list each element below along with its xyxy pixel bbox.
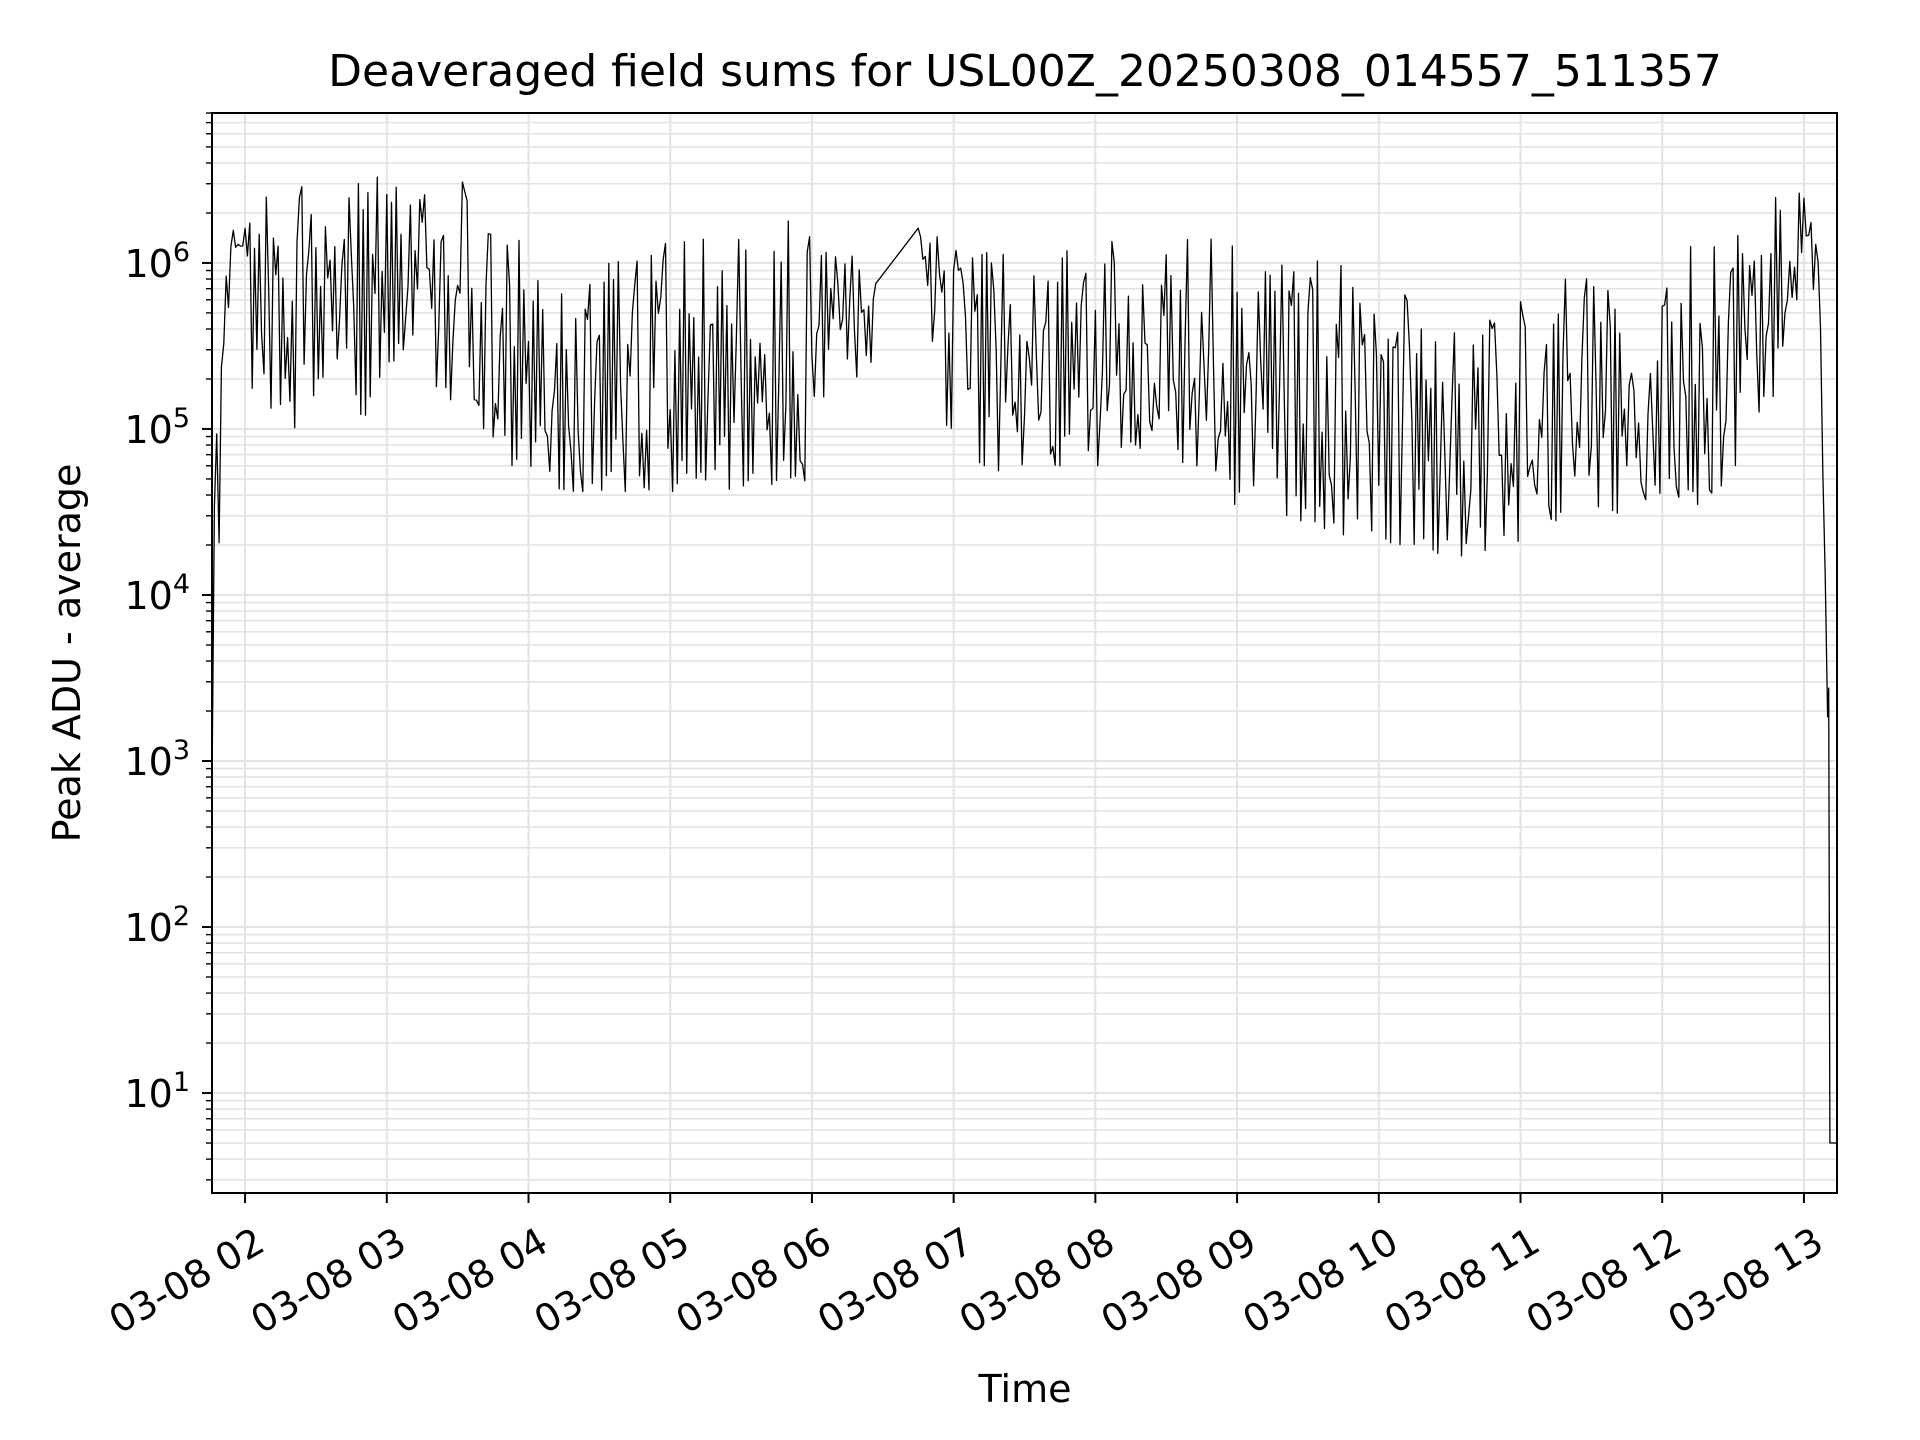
- y-tick-label: 103: [124, 735, 190, 784]
- data-layer: [211, 176, 1837, 1144]
- y-tick-label: 105: [124, 403, 190, 452]
- plot-frame: [211, 112, 1838, 1194]
- series-line: [211, 176, 1837, 1144]
- y-axis-label: Peak ADU - average: [45, 464, 89, 843]
- grid-layer: [212, 112, 1837, 1193]
- x-axis-label: Time: [978, 1367, 1072, 1411]
- y-tick-label: 101: [124, 1067, 190, 1116]
- y-tick-label: 104: [124, 569, 190, 618]
- chart-title: Deaveraged field sums for USL00Z_2025030…: [328, 46, 1722, 97]
- y-tick-label: 102: [124, 901, 190, 950]
- y-tick-label: 106: [124, 237, 190, 286]
